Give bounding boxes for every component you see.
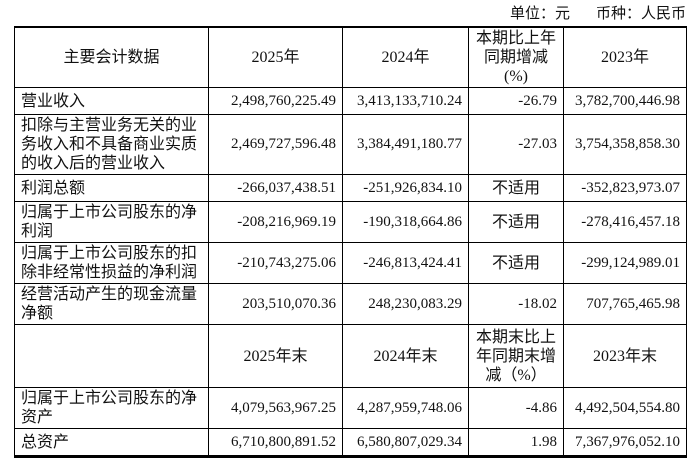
column-header-metric: 主要会计数据 (14, 26, 209, 88)
cell-change: -4.86 (468, 387, 564, 429)
currency-label: 币种：人民币 (595, 6, 686, 22)
column-header-2023: 2023年 (563, 26, 687, 88)
cell-2024: 4,287,959,748.06 (342, 387, 469, 429)
cell-2024: -251,926,834.10 (342, 174, 469, 202)
unit-currency-note: 单位：元 币种：人民币 (14, 5, 686, 23)
row-label: 归属于上市公司股东的净资产 (14, 387, 209, 429)
subheader-2024-end: 2024年末 (342, 324, 469, 388)
cell-2025: -210,743,275.06 (208, 242, 343, 284)
table-row-net-profit-excl-nonrecurring: 归属于上市公司股东的扣除非经常性损益的净利润 -210,743,275.06 -… (14, 242, 687, 284)
cell-2023: -278,416,457.18 (563, 201, 687, 243)
cell-2025: 2,469,727,596.48 (208, 114, 343, 175)
table-row-operating-cash-flow: 经营活动产生的现金流量净额 203,510,070.36 248,230,083… (14, 283, 687, 325)
unit-label: 单位：元 (509, 6, 570, 22)
cell-2025: 2,498,760,225.49 (208, 87, 343, 115)
row-label: 总资产 (14, 428, 209, 458)
key-accounting-data-table: 主要会计数据 2025年 2024年 本期比上年同期增减(%) 2023年 营业… (14, 26, 687, 458)
cell-change: 1.98 (468, 428, 564, 458)
cell-2024: -246,813,424.41 (342, 242, 469, 284)
row-label: 归属于上市公司股东的扣除非经常性损益的净利润 (14, 242, 209, 284)
cell-2023: 707,765,465.98 (563, 283, 687, 325)
row-label: 经营活动产生的现金流量净额 (14, 283, 209, 325)
row-label: 利润总额 (14, 174, 209, 202)
cell-change: -26.79 (468, 87, 564, 115)
cell-2024: -190,318,664.86 (342, 201, 469, 243)
cell-change: 不适用 (468, 174, 564, 202)
column-header-2025: 2025年 (208, 26, 343, 88)
cell-2023: -299,124,989.01 (563, 242, 687, 284)
column-header-2024: 2024年 (342, 26, 469, 88)
table-row-total-profit: 利润总额 -266,037,438.51 -251,926,834.10 不适用… (14, 174, 687, 202)
cell-change: -18.02 (468, 283, 564, 325)
cell-2023: 7,367,976,052.10 (563, 428, 687, 458)
cell-2025: 203,510,070.36 (208, 283, 343, 325)
cell-2024: 3,384,491,180.77 (342, 114, 469, 175)
cell-2025: 6,710,800,891.52 (208, 428, 343, 458)
cell-2024: 3,413,133,710.24 (342, 87, 469, 115)
cell-2025: -266,037,438.51 (208, 174, 343, 202)
table-row-net-profit-attributable: 归属于上市公司股东的净利润 -208,216,969.19 -190,318,6… (14, 201, 687, 243)
cell-2025: 4,079,563,967.25 (208, 387, 343, 429)
table-row-net-assets-attributable: 归属于上市公司股东的净资产 4,079,563,967.25 4,287,959… (14, 387, 687, 429)
row-label: 归属于上市公司股东的净利润 (14, 201, 209, 243)
cell-2025: -208,216,969.19 (208, 201, 343, 243)
cell-change: -27.03 (468, 114, 564, 175)
subheader-2025-end: 2025年末 (208, 324, 343, 388)
cell-2023: -352,823,973.07 (563, 174, 687, 202)
table-header-row: 主要会计数据 2025年 2024年 本期比上年同期增减(%) 2023年 (14, 26, 687, 88)
table-row-revenue-after-deduction: 扣除与主营业务无关的业务收入和不具备商业实质的收入后的营业收入 2,469,72… (14, 114, 687, 175)
cell-2023: 4,492,504,554.80 (563, 387, 687, 429)
table-row-total-assets: 总资产 6,710,800,891.52 6,580,807,029.34 1.… (14, 428, 687, 458)
cell-2024: 6,580,807,029.34 (342, 428, 469, 458)
table-row-operating-revenue: 营业收入 2,498,760,225.49 3,413,133,710.24 -… (14, 87, 687, 115)
column-header-change: 本期比上年同期增减(%) (468, 26, 564, 88)
subheader-2023-end: 2023年末 (563, 324, 687, 388)
subheader-change-end: 本期末比上年同期末增减（%） (468, 324, 564, 388)
cell-2023: 3,754,358,858.30 (563, 114, 687, 175)
cell-2024: 248,230,083.29 (342, 283, 469, 325)
row-label: 营业收入 (14, 87, 209, 115)
cell-2023: 3,782,700,446.98 (563, 87, 687, 115)
row-label: 扣除与主营业务无关的业务收入和不具备商业实质的收入后的营业收入 (14, 114, 209, 175)
table-subheader-row-yearend: 2025年末 2024年末 本期末比上年同期末增减（%） 2023年末 (14, 324, 687, 388)
cell-change: 不适用 (468, 242, 564, 284)
subheader-blank-cell (14, 324, 209, 388)
cell-change: 不适用 (468, 201, 564, 243)
